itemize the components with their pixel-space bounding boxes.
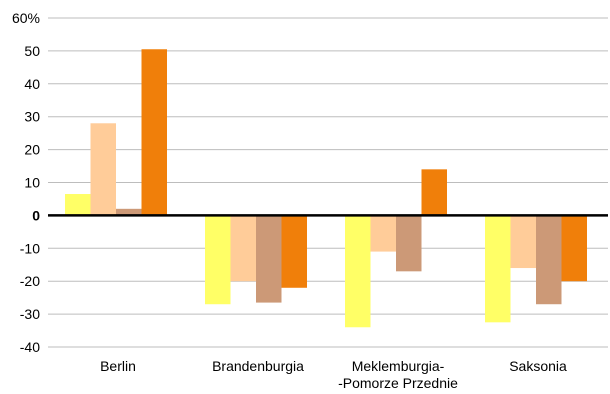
category-label: Saksonia: [509, 358, 567, 374]
y-tick-label: -40: [20, 339, 40, 355]
gridlines: [48, 17, 608, 348]
bar: [141, 49, 167, 216]
bar: [205, 215, 231, 305]
bar: [281, 215, 307, 288]
category-label: -Pomorze Przednie: [338, 375, 458, 391]
category-label: Brandenburgia: [212, 358, 304, 374]
category-label: Berlin: [100, 358, 136, 374]
category-label: Meklemburgia-: [352, 358, 445, 374]
bar: [230, 215, 256, 282]
bar: [90, 123, 116, 216]
bar: [345, 215, 371, 328]
y-tick-label: -20: [20, 273, 40, 289]
bar: [561, 215, 587, 282]
y-tick-label: 30: [24, 109, 40, 125]
x-axis-categories: Berlin Brandenburgia Meklemburgia--Pomorze…: [100, 358, 567, 391]
y-tick-label: 10: [24, 175, 40, 191]
y-tick-label: 50: [24, 43, 40, 59]
y-axis-ticks: -40 -30 -20 -10 0 10 20 30 40 50 60%: [12, 10, 40, 355]
bar: [396, 215, 422, 272]
bars: [65, 49, 587, 328]
y-tick-label: 60%: [12, 10, 40, 26]
bar: [116, 208, 142, 216]
bar: [421, 169, 447, 216]
bar: [370, 215, 396, 252]
bar: [510, 215, 536, 269]
bar: [536, 215, 562, 305]
y-tick-label: 20: [24, 142, 40, 158]
y-tick-label: 0: [32, 207, 40, 223]
bar: [485, 215, 511, 323]
bar: [65, 194, 91, 216]
y-tick-label: -10: [20, 240, 40, 256]
y-tick-label: 40: [24, 76, 40, 92]
y-tick-label: -30: [20, 306, 40, 322]
bar: [256, 215, 282, 303]
